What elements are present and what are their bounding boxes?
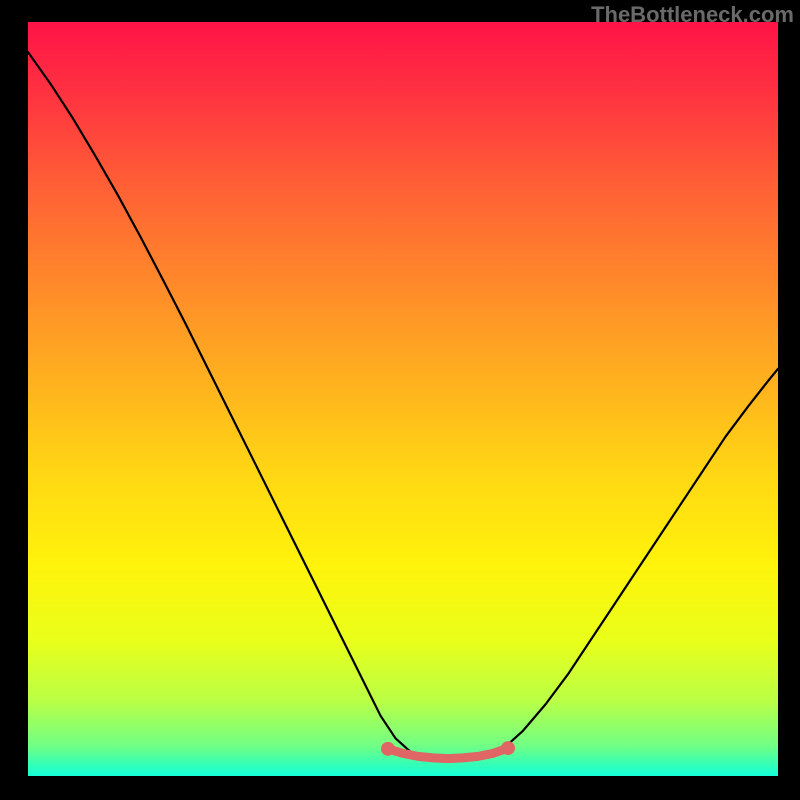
plot-area xyxy=(28,22,778,776)
plot-svg xyxy=(28,22,778,776)
optimal-range-endpoint xyxy=(501,741,515,755)
watermark-text: TheBottleneck.com xyxy=(591,2,794,28)
canvas: TheBottleneck.com xyxy=(0,0,800,800)
optimal-range-endpoint xyxy=(381,742,395,756)
gradient-background xyxy=(28,22,778,776)
